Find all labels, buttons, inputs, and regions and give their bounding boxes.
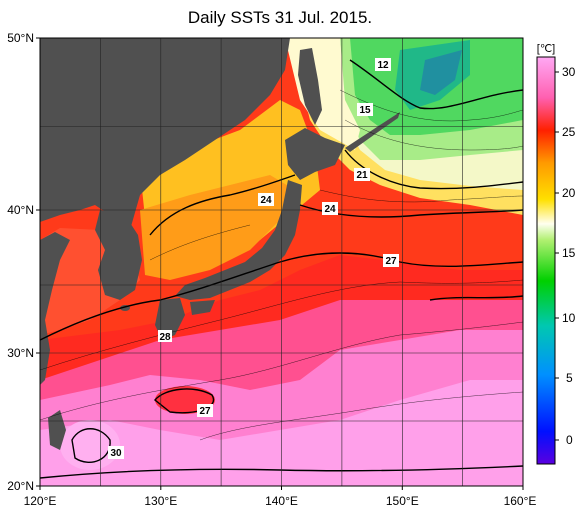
colorbar-tick-label: 10 [562, 311, 576, 325]
land [40, 38, 400, 450]
contour-label: 15 [359, 105, 371, 116]
contour-label: 24 [260, 195, 272, 206]
contour-labels: 12 15 21 24 24 27 27 30 28 [108, 58, 399, 459]
colorbar-tick-label: 5 [566, 371, 573, 385]
contour-label: 30 [110, 448, 122, 459]
lat-label-50: 50°N [7, 31, 34, 45]
lon-label-120: 120°E [24, 494, 57, 508]
contour-label: 24 [324, 204, 336, 215]
axis-ticks [36, 37, 524, 490]
contour-label: 21 [356, 170, 368, 181]
colorbar-tick-label: 25 [562, 125, 576, 139]
map-title: Daily SSTs 31 Jul. 2015. [187, 8, 373, 27]
colorbar-ticks [555, 71, 559, 441]
graticule [40, 38, 523, 486]
colorbar-tick-label: 0 [566, 433, 573, 447]
lat-label-40: 40°N [7, 203, 34, 217]
isotherm-minor [40, 89, 523, 441]
colorbar-tick-label: 20 [562, 186, 576, 200]
lon-label-160: 160°E [504, 494, 537, 508]
lat-label-30: 30°N [7, 346, 34, 360]
contour-label: 27 [385, 256, 397, 267]
contour-label: 12 [377, 60, 389, 71]
colorbar-unit: [℃] [537, 43, 555, 55]
colorbar [536, 56, 556, 465]
contour-label: 28 [159, 332, 171, 343]
lon-label-140: 140°E [265, 494, 298, 508]
colorbar-tick-label: 30 [562, 65, 576, 79]
lat-label-20: 20°N [7, 479, 34, 493]
colorbar-labels: 30 25 20 15 10 5 0 [562, 65, 576, 447]
lon-label-130: 130°E [144, 494, 177, 508]
contour-label: 27 [199, 406, 211, 417]
isotherm-lines [40, 59, 523, 479]
lon-label-150: 150°E [386, 494, 419, 508]
colorbar-tick-label: 15 [562, 246, 576, 260]
